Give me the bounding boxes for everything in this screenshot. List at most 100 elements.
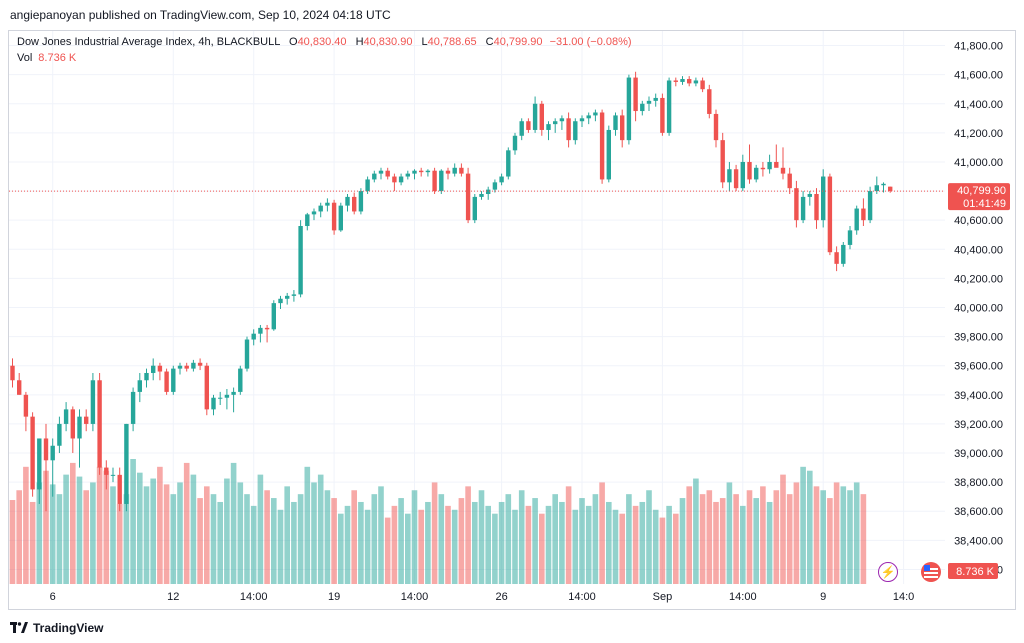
volume-bar — [646, 490, 652, 584]
candle — [452, 163, 457, 177]
volume-bar — [498, 501, 505, 584]
time-tick-label: 14:0 — [893, 591, 914, 603]
candle-body — [727, 169, 732, 183]
candle — [84, 409, 89, 432]
volume-bar — [130, 459, 136, 584]
volume-bar — [659, 517, 666, 584]
price-axis: 38,200.0038,400.0038,600.0038,800.0039,0… — [954, 41, 1003, 577]
volume-bar — [472, 501, 478, 584]
volume-bar — [384, 517, 391, 584]
time-tick-label: 9 — [820, 591, 826, 603]
candle-body — [365, 179, 370, 192]
candle-body — [720, 140, 725, 183]
candle-body — [787, 173, 792, 189]
candle — [30, 412, 35, 497]
volume-bar — [512, 509, 518, 584]
candle — [97, 372, 102, 475]
price-tick-label: 40,200.00 — [954, 273, 1003, 285]
volume-bar — [405, 513, 411, 584]
candle — [271, 300, 276, 331]
candle-body — [318, 205, 323, 212]
candle-body — [305, 214, 310, 227]
candle — [794, 180, 799, 228]
candle-body — [747, 161, 752, 180]
candle — [747, 144, 752, 184]
candle — [151, 358, 156, 381]
volume-bar — [693, 478, 699, 584]
volume-bar — [150, 478, 156, 584]
footer-brand[interactable]: TradingView — [33, 620, 104, 635]
candle — [432, 167, 437, 194]
candle-body — [821, 176, 826, 221]
candle — [693, 77, 699, 87]
candle-body — [888, 186, 893, 192]
candle — [50, 438, 55, 497]
volume-bar — [311, 482, 317, 584]
price-tick-label: 41,000.00 — [954, 157, 1003, 169]
candle-body — [861, 208, 866, 221]
volume-bar — [652, 509, 659, 584]
us-flag-icon[interactable] — [921, 562, 941, 582]
symbol-title[interactable]: Dow Jones Industrial Average Index, 4h, … — [17, 36, 280, 48]
volume-bar — [612, 509, 619, 584]
candle — [419, 167, 424, 177]
price-tick-label: 39,600.00 — [954, 361, 1003, 373]
candle-body — [499, 176, 504, 183]
candle-body — [23, 394, 29, 417]
volume-bar — [773, 490, 780, 584]
volume-bar — [465, 486, 471, 584]
candle — [780, 147, 786, 180]
candle-body — [774, 161, 779, 168]
candlestick-chart[interactable]: 38,200.0038,400.0038,600.0038,800.0039,0… — [0, 0, 1024, 612]
candle-body — [573, 121, 578, 141]
candle — [814, 188, 819, 229]
candle-body — [834, 252, 839, 264]
candle — [117, 467, 122, 512]
candle-body — [104, 467, 109, 475]
volume-bar — [485, 505, 491, 584]
candle-body — [358, 191, 364, 212]
volume-bar — [833, 482, 840, 584]
candle-body — [63, 409, 69, 424]
candle-body — [807, 193, 812, 197]
candle — [264, 324, 270, 343]
candle-body — [298, 226, 303, 295]
candle-body — [653, 97, 658, 101]
candle — [130, 387, 136, 432]
volume-bar — [331, 498, 337, 584]
volume-bar — [351, 490, 357, 584]
candle-body — [144, 372, 149, 381]
volume-bar — [853, 482, 860, 584]
volume-bar — [96, 466, 103, 584]
candle-body — [754, 167, 759, 180]
volume-bar — [364, 509, 371, 584]
volume-bar — [177, 482, 183, 584]
volume-bar — [224, 478, 230, 584]
volume-bar — [29, 501, 36, 584]
volume-bar — [264, 490, 270, 584]
candle-body — [238, 368, 243, 392]
candle — [606, 125, 611, 183]
candle-body — [660, 97, 665, 133]
candle-body — [17, 380, 22, 395]
candle — [653, 93, 658, 107]
candle — [512, 132, 518, 155]
lightning-icon[interactable]: ⚡ — [878, 562, 898, 582]
volume-bar — [706, 490, 713, 584]
volume-bar — [63, 474, 69, 584]
candle — [291, 290, 297, 302]
candle — [881, 182, 886, 193]
candle — [251, 329, 256, 346]
candle — [727, 161, 732, 192]
candle-body — [325, 202, 330, 206]
candle-body — [70, 409, 75, 439]
volume-bar — [391, 505, 398, 584]
candle — [204, 362, 209, 416]
flag-glyph — [924, 565, 938, 579]
volume-bar — [431, 482, 438, 584]
candle — [358, 188, 364, 215]
candle-body — [532, 103, 538, 130]
candle — [144, 368, 149, 388]
candle — [385, 167, 390, 180]
candle — [660, 93, 665, 136]
